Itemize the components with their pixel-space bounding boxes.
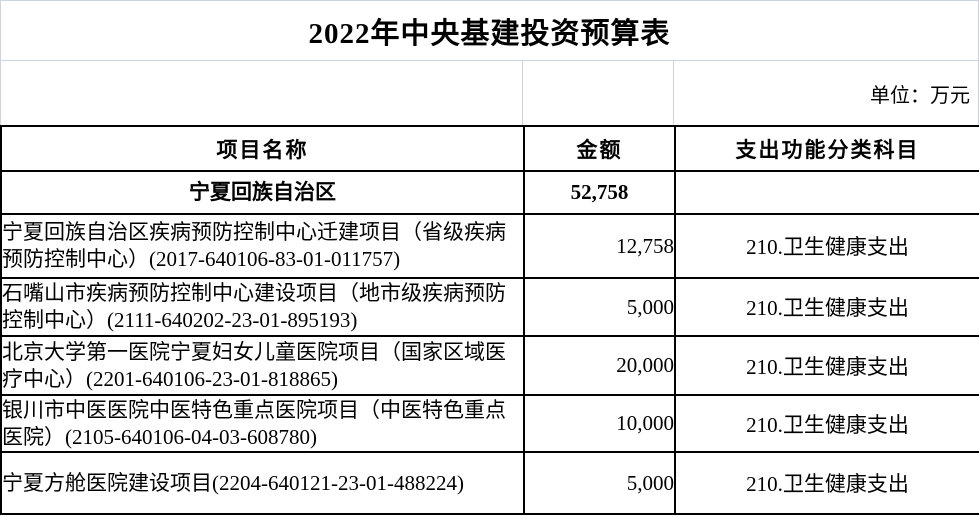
amount-cell: 5,000 [523,277,676,337]
budget-table: 项目名称 金额 支出功能分类科目 宁夏回族自治区 52,758 宁夏回族自治区疾… [0,125,979,515]
category-cell: 210.卫生健康支出 [674,394,979,453]
table-row: 银川市中医医院中医特色重点医院项目（中医特色重点医院）(2105-640106-… [0,394,979,453]
table-row: 宁夏方舱医院建设项目(2204-640121-23-01-488224) 5,0… [0,451,979,515]
table-row: 石嘴山市疾病预防控制中心建设项目（地市级疾病预防控制中心）(2111-64020… [0,277,979,337]
project-name-cell: 北京大学第一医院宁夏妇女儿童医院项目（国家区域医疗中心）(2201-640106… [0,335,525,396]
table-row: 宁夏回族自治区疾病预防控制中心迁建项目（省级疾病预防控制中心）(2017-640… [0,213,979,279]
unit-row-empty-cell-2 [523,61,674,125]
title-row: 2022年中央基建投资预算表 [1,1,978,61]
unit-label: 单位：万元 [870,84,970,107]
table-row-region-summary: 宁夏回族自治区 52,758 [0,170,979,215]
table-top-area: 2022年中央基建投资预算表 单位：万元 [0,0,979,125]
amount-cell: 12,758 [523,213,676,279]
project-name-cell: 银川市中医医院中医特色重点医院项目（中医特色重点医院）(2105-640106-… [0,394,525,453]
category-cell: 210.卫生健康支出 [674,277,979,337]
region-amount-cell: 52,758 [523,170,676,215]
category-cell: 210.卫生健康支出 [674,213,979,279]
col-header-expense-category: 支出功能分类科目 [674,125,979,172]
col-header-amount: 金额 [523,125,676,172]
table-row: 北京大学第一医院宁夏妇女儿童医院项目（国家区域医疗中心）(2201-640106… [0,335,979,396]
project-name-cell: 宁夏回族自治区疾病预防控制中心迁建项目（省级疾病预防控制中心）(2017-640… [0,213,525,279]
amount-cell: 10,000 [523,394,676,453]
page-title: 2022年中央基建投资预算表 [308,17,671,50]
region-name-cell: 宁夏回族自治区 [0,170,525,215]
region-category-cell [674,170,979,215]
unit-row-empty-cell-1 [1,61,523,125]
amount-cell: 20,000 [523,335,676,396]
amount-cell: 5,000 [523,451,676,515]
table-header-row: 项目名称 金额 支出功能分类科目 [0,125,979,172]
unit-row-cell-3: 单位：万元 [674,61,978,125]
col-header-project-name: 项目名称 [0,125,525,172]
project-name-cell: 宁夏方舱医院建设项目(2204-640121-23-01-488224) [0,451,525,515]
category-cell: 210.卫生健康支出 [674,451,979,515]
project-name-cell: 石嘴山市疾病预防控制中心建设项目（地市级疾病预防控制中心）(2111-64020… [0,277,525,337]
unit-row: 单位：万元 [1,61,978,125]
category-cell: 210.卫生健康支出 [674,335,979,396]
